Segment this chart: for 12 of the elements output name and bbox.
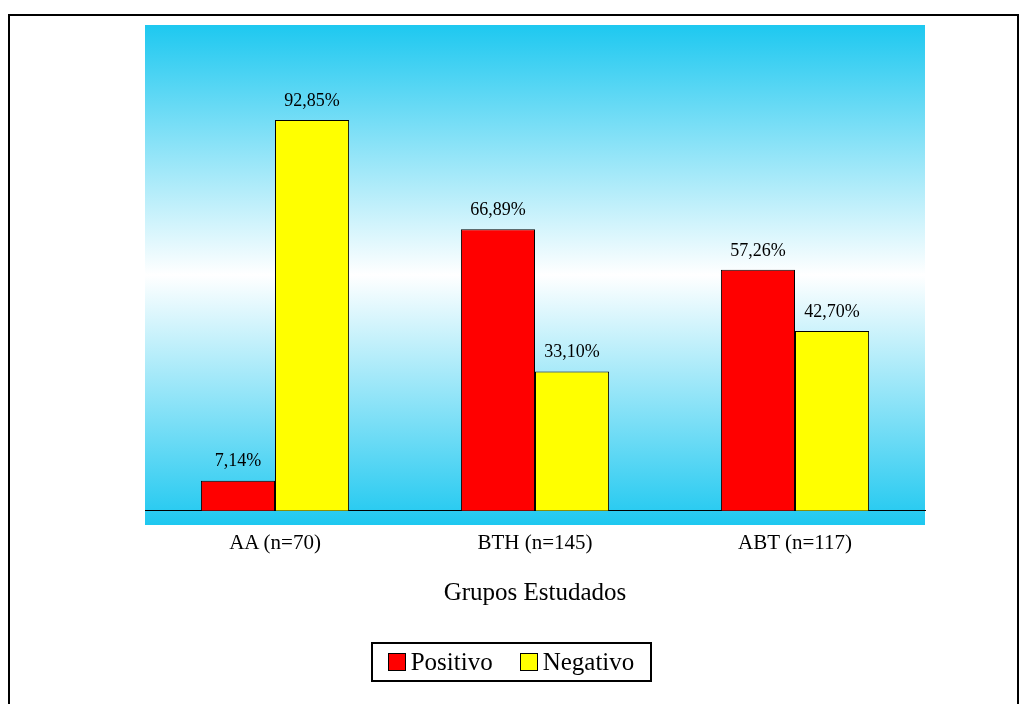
x-axis-title: Grupos Estudados: [443, 577, 627, 605]
data-label: 33,10%: [544, 341, 600, 362]
legend-label: Positivo: [410, 648, 493, 676]
data-label: 92,85%: [284, 89, 340, 110]
data-label: 7,14%: [214, 450, 262, 471]
x-tick-label: BTH (n=145): [477, 529, 593, 554]
x-tick-label: AA (n=70): [229, 529, 321, 554]
data-label: 57,26%: [730, 239, 786, 260]
x-tick-label: ABT (n=117): [738, 529, 852, 554]
data-label: 66,89%: [470, 199, 526, 220]
legend-label: Negativo: [542, 648, 635, 676]
data-label: 42,70%: [804, 300, 860, 321]
